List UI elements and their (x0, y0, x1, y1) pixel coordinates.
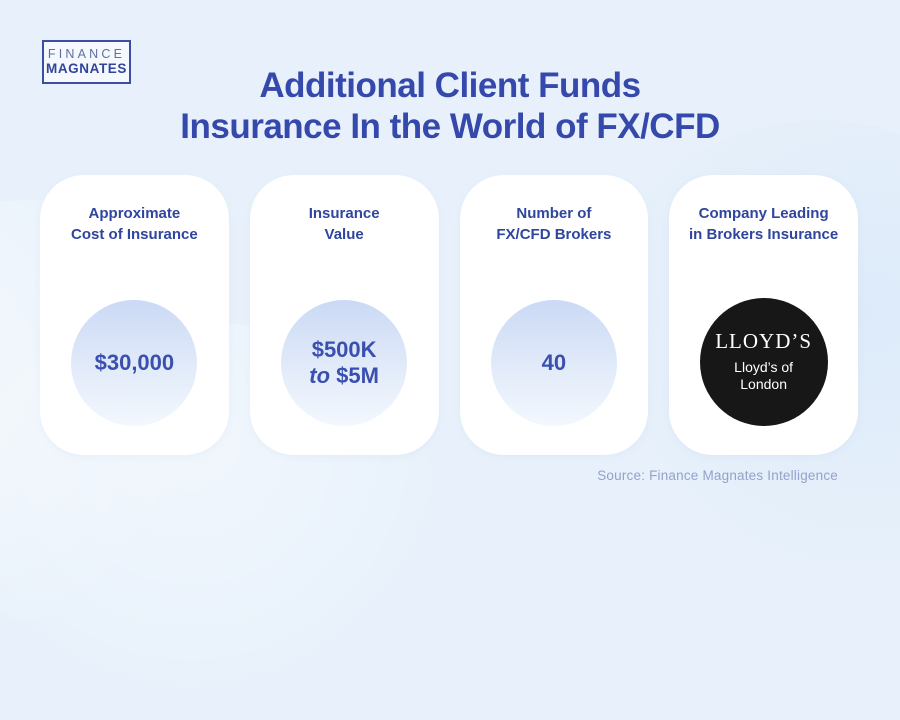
card-header: Company Leading in Brokers Insurance (689, 204, 838, 245)
stat-value-brokers: 40 (541, 350, 567, 376)
card-header: Approximate Cost of Insurance (71, 204, 198, 245)
stat-value-range-line2: to $5M (309, 363, 379, 389)
finance-magnates-logo: FINANCE MAGNATES (42, 40, 131, 84)
card-cost-of-insurance: Approximate Cost of Insurance $30,000 (40, 175, 229, 455)
page-title: Additional Client Funds Insurance In the… (0, 66, 900, 148)
stat-circle: $500K to $5M (281, 300, 408, 426)
lloyds-caption-line1: Lloyd’s of (734, 358, 794, 375)
card-header-line1: Insurance (308, 205, 380, 222)
card-header-line2: FX/CFD Brokers (496, 225, 612, 243)
source-attribution: Source: Finance Magnates Intelligence (597, 468, 838, 483)
lloyds-caption: Lloyd’s of London (734, 359, 793, 394)
card-number-of-brokers: Number of FX/CFD Brokers 40 (459, 175, 649, 455)
stat-circle: $30,000 (71, 300, 198, 426)
stat-value-to: to (309, 363, 331, 388)
card-header-line1: Number of (516, 205, 592, 222)
card-header-line2: in Brokers Insurance (689, 225, 839, 243)
stat-value-range: $500K to $5M (309, 337, 379, 389)
card-header-line1: Company Leading (698, 205, 829, 222)
lloyds-wordmark: LLOYD’S (715, 328, 813, 353)
stat-value-max: $5M (336, 363, 379, 388)
page-title-line1: Additional Client Funds (259, 66, 641, 105)
card-header-line1: Approximate (88, 205, 181, 222)
card-header-line2: Value (324, 225, 364, 243)
lloyds-caption-line2: London (740, 376, 787, 392)
stat-value-range-line1: $500K (311, 337, 377, 363)
logo-text-magnates: MAGNATES (45, 61, 128, 77)
card-insurance-value: Insurance Value $500K to $5M (249, 175, 439, 455)
card-header: Insurance Value (309, 204, 380, 245)
page-title-line2: Insurance In the World of FX/CFD (180, 106, 720, 146)
lloyds-logo: LLOYD’S Lloyd’s of London (699, 298, 828, 426)
stat-circle: 40 (490, 300, 617, 426)
logo-text-finance: FINANCE (47, 47, 126, 62)
card-header: Number of FX/CFD Brokers (496, 204, 611, 245)
card-leading-company: Company Leading in Brokers Insurance LLO… (669, 175, 858, 455)
card-header-line2: Cost of Insurance (71, 225, 198, 243)
stat-cards-row: Approximate Cost of Insurance $30,000 In… (40, 175, 858, 455)
stat-value-cost: $30,000 (94, 350, 175, 376)
